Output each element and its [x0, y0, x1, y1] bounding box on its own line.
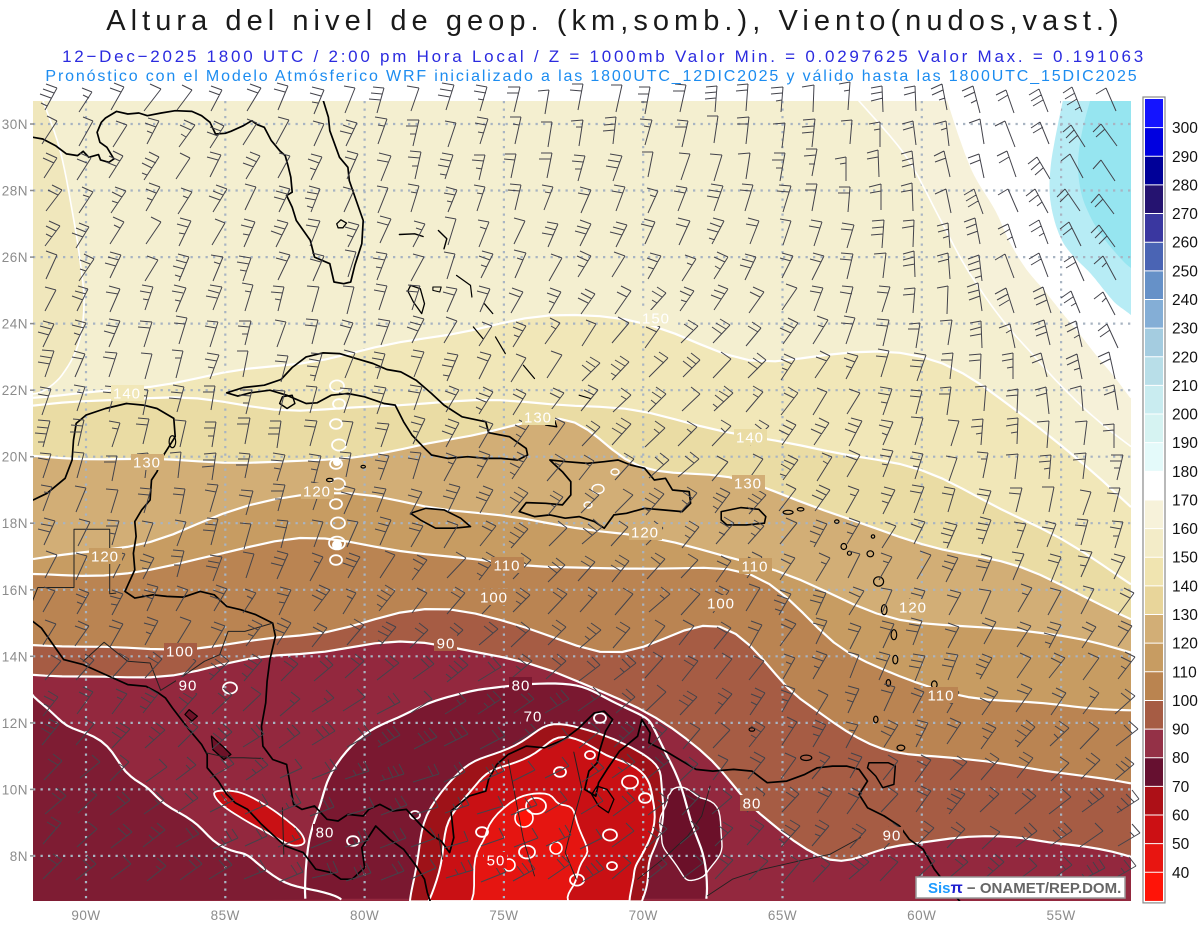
svg-text:12N: 12N — [2, 716, 28, 731]
svg-text:40: 40 — [1172, 865, 1190, 882]
svg-text:140: 140 — [113, 386, 141, 403]
svg-text:90: 90 — [883, 828, 902, 845]
svg-text:130: 130 — [524, 410, 552, 427]
svg-text:110: 110 — [494, 558, 521, 575]
svg-text:280: 280 — [1172, 177, 1198, 194]
svg-text:90: 90 — [437, 636, 456, 653]
svg-text:60: 60 — [1172, 808, 1190, 825]
svg-text:120: 120 — [1172, 636, 1198, 653]
svg-text:70: 70 — [1172, 779, 1190, 796]
svg-text:110: 110 — [742, 559, 769, 576]
svg-text:80: 80 — [512, 678, 531, 695]
svg-text:90W: 90W — [71, 908, 100, 923]
svg-text:22N: 22N — [2, 383, 28, 398]
svg-text:240: 240 — [1172, 292, 1198, 309]
svg-text:100: 100 — [1172, 693, 1198, 710]
svg-text:90: 90 — [1172, 722, 1190, 739]
svg-text:55W: 55W — [1046, 908, 1075, 923]
svg-text:Pronóstico con el Modelo Atmós: Pronóstico con el Modelo Atmósferico WRF… — [45, 68, 1138, 85]
svg-text:290: 290 — [1172, 149, 1198, 166]
svg-text:180: 180 — [1172, 464, 1198, 481]
svg-text:Altura del nivel de geop. (km,: Altura del nivel de geop. (km,somb.), Vi… — [106, 5, 1124, 37]
svg-text:210: 210 — [1172, 378, 1198, 395]
svg-text:60W: 60W — [907, 908, 936, 923]
svg-text:16N: 16N — [2, 583, 28, 598]
svg-text:300: 300 — [1172, 120, 1198, 137]
svg-text:12−Dec−2025 1800 UTC / 2:00 p: 12−Dec−2025 1800 UTC / 2:00 pm Hora Loca… — [62, 47, 1146, 66]
svg-text:130: 130 — [1172, 607, 1198, 624]
svg-text:90: 90 — [179, 678, 198, 695]
svg-text:220: 220 — [1172, 349, 1198, 366]
svg-text:260: 260 — [1172, 235, 1198, 252]
svg-text:130: 130 — [734, 476, 762, 493]
svg-text:50: 50 — [1172, 836, 1190, 853]
svg-text:270: 270 — [1172, 206, 1198, 223]
svg-text:100: 100 — [166, 644, 194, 661]
svg-text:28N: 28N — [2, 184, 28, 199]
svg-text:65W: 65W — [768, 908, 797, 923]
svg-text:230: 230 — [1172, 321, 1198, 338]
svg-text:10N: 10N — [2, 782, 28, 797]
svg-text:110: 110 — [928, 688, 955, 705]
svg-text:30N: 30N — [2, 117, 28, 132]
svg-text:70: 70 — [524, 709, 543, 726]
svg-text:120: 120 — [631, 525, 659, 542]
svg-text:75W: 75W — [489, 908, 518, 923]
svg-text:26N: 26N — [2, 250, 28, 265]
svg-text:140: 140 — [1172, 578, 1198, 595]
svg-text:170: 170 — [1172, 493, 1198, 510]
svg-text:80: 80 — [316, 825, 335, 842]
svg-text:Sisπ − ONAMET/REP.DOM.: Sisπ − ONAMET/REP.DOM. — [928, 880, 1121, 897]
svg-text:80: 80 — [1172, 750, 1190, 767]
svg-text:160: 160 — [1172, 521, 1198, 538]
svg-text:50: 50 — [487, 853, 506, 870]
svg-text:80W: 80W — [350, 908, 379, 923]
svg-text:70W: 70W — [629, 908, 658, 923]
svg-text:18N: 18N — [2, 516, 28, 531]
svg-text:150: 150 — [1172, 550, 1198, 567]
svg-text:14N: 14N — [2, 649, 28, 664]
svg-text:130: 130 — [133, 455, 161, 472]
svg-text:24N: 24N — [2, 317, 28, 332]
svg-text:250: 250 — [1172, 263, 1198, 280]
svg-text:100: 100 — [707, 596, 735, 613]
svg-text:200: 200 — [1172, 407, 1198, 424]
svg-text:8N: 8N — [10, 849, 28, 864]
svg-text:80: 80 — [743, 796, 762, 813]
svg-text:100: 100 — [480, 590, 508, 607]
svg-text:120: 120 — [91, 549, 119, 566]
svg-text:120: 120 — [899, 600, 927, 617]
svg-text:20N: 20N — [2, 450, 28, 465]
svg-text:140: 140 — [736, 430, 764, 447]
svg-text:190: 190 — [1172, 435, 1198, 452]
svg-text:110: 110 — [1172, 664, 1197, 681]
svg-text:85W: 85W — [211, 908, 240, 923]
svg-text:120: 120 — [303, 484, 331, 501]
svg-text:150: 150 — [642, 311, 670, 328]
